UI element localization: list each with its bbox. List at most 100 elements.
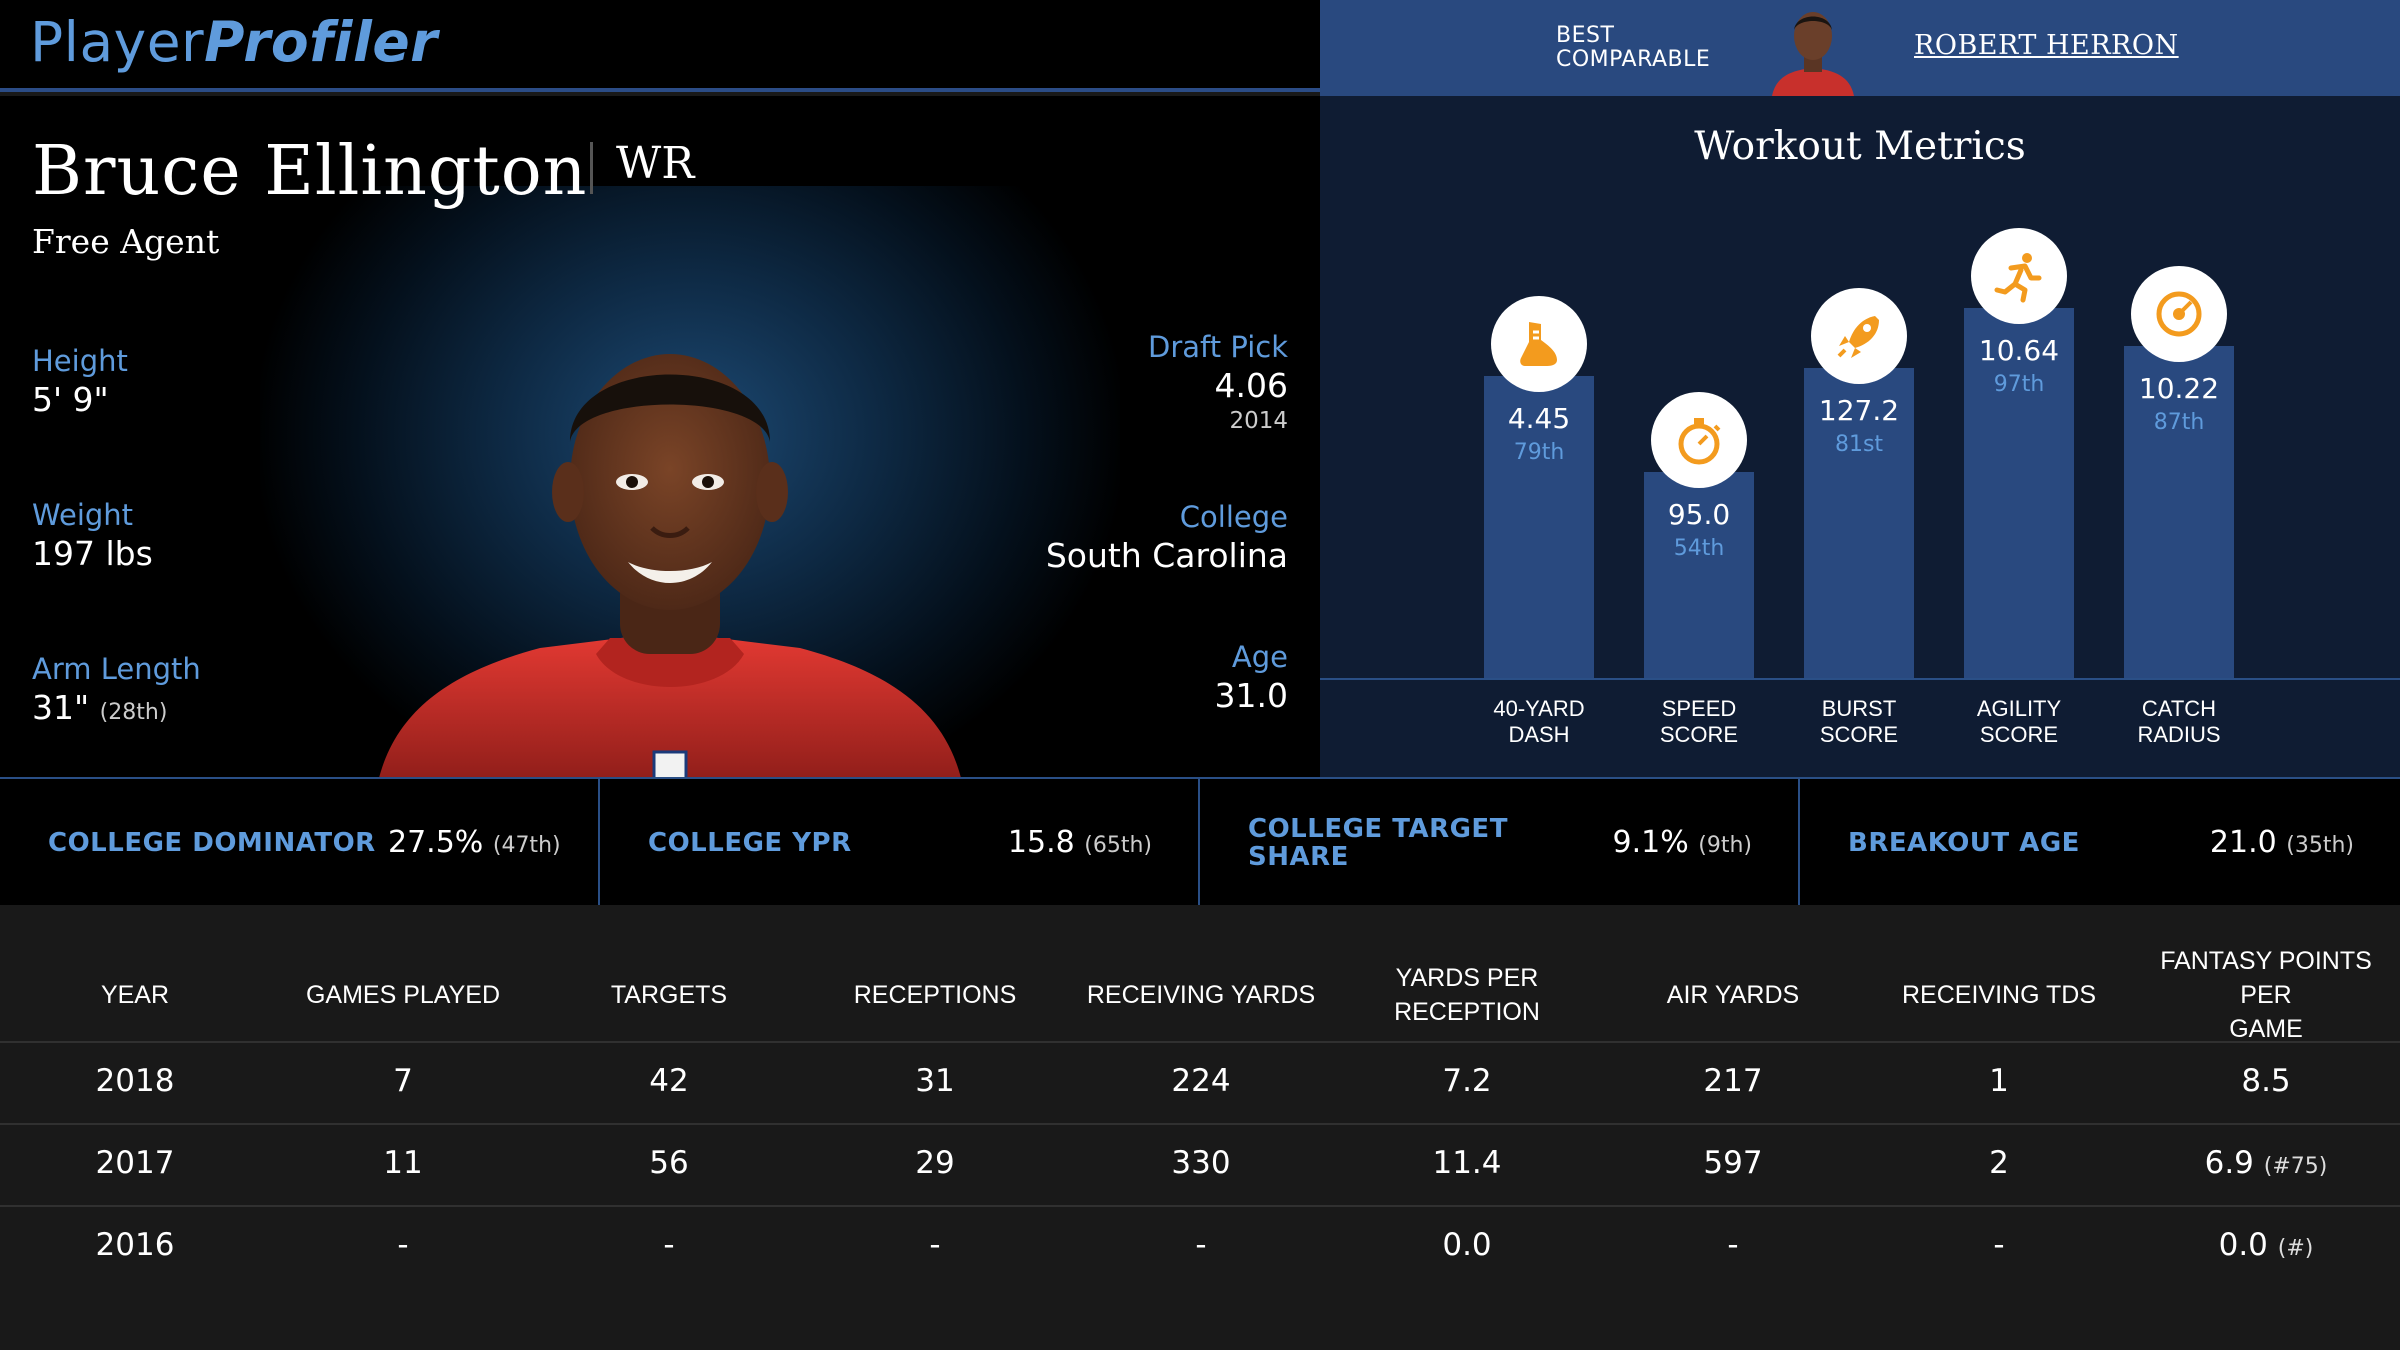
bar-40-yard-dash[interactable]: [1484, 376, 1594, 678]
cell-tds: -: [1993, 1227, 2005, 1263]
stopwatch-icon: [1651, 392, 1747, 488]
bar-label: CATCH RADIUS: [2137, 696, 2221, 747]
player-profile-panel: Bruce Ellington WR Free Agent Height 5' …: [0, 96, 1320, 777]
best-comparable-label: BEST COMPARABLE: [1556, 23, 1711, 72]
cell-games: -: [397, 1227, 409, 1263]
college-value: South Carolina: [1045, 536, 1288, 575]
name-divider: [590, 142, 593, 194]
height-label: Height: [32, 344, 128, 378]
column-header-fantasy-ppg[interactable]: FANTASY POINTS PER GAME: [2160, 947, 2372, 1043]
draft-pick-value: 4.06: [1214, 366, 1288, 405]
cell-targets: 56: [649, 1145, 689, 1181]
arm-length-label: Arm Length: [32, 652, 201, 686]
college-ypr-cell: COLLEGE YPR 15.8 (65th): [600, 779, 1200, 907]
running-shoe-icon: [1491, 296, 1587, 392]
bar-value: 127.2: [1818, 394, 1900, 427]
comparable-player-link[interactable]: ROBERT HERRON: [1914, 30, 2179, 61]
header-bar: PlayerProfiler: [0, 0, 1320, 92]
college-label: College: [1179, 500, 1288, 534]
runner-icon: [1971, 228, 2067, 324]
bar-percentile: 79th: [1513, 440, 1565, 465]
stat-value: 15.8 (65th): [1007, 825, 1152, 860]
column-header-ypr[interactable]: YARDS PER RECEPTION: [1394, 964, 1540, 1026]
stat-label: BREAKOUT AGE: [1848, 828, 2080, 858]
stat-label: COLLEGE TARGET SHARE: [1248, 814, 1508, 872]
bar-percentile: 81st: [1834, 432, 1884, 457]
cell-receptions: 31: [915, 1063, 955, 1099]
player-name: Bruce Ellington: [32, 132, 588, 211]
cell-ypr: 0.0: [1442, 1227, 1492, 1263]
stat-value: 21.0 (35th): [2209, 825, 2354, 860]
weight-value: 197 lbs: [32, 534, 153, 573]
bar-agility-score[interactable]: [1964, 308, 2074, 678]
bar-value: 10.64: [1978, 334, 2060, 367]
cell-air-yards: 597: [1703, 1145, 1763, 1181]
cell-fantasy-ppg: 6.9 (#75): [2204, 1145, 2328, 1181]
cell-games: 11: [383, 1145, 423, 1181]
bar-value: 4.45: [1507, 402, 1571, 435]
column-header-air-yards[interactable]: AIR YARDS: [1666, 981, 1800, 1009]
bar-label: SPEED SCORE: [1659, 696, 1739, 747]
stat-label: COLLEGE DOMINATOR: [48, 828, 376, 858]
arm-length-value: 31" (28th): [32, 688, 168, 727]
row-divider: [0, 1205, 2400, 1207]
college-dominator-cell: COLLEGE DOMINATOR 27.5% (47th): [0, 779, 600, 907]
row-divider: [0, 1123, 2400, 1125]
column-header-games[interactable]: GAMES PLAYED: [305, 981, 501, 1009]
breakout-age-cell: BREAKOUT AGE 21.0 (35th): [1800, 779, 2400, 907]
cell-targets: -: [663, 1227, 675, 1263]
target-icon: [2131, 266, 2227, 362]
bar-burst-score[interactable]: [1804, 368, 1914, 678]
age-value: 31.0: [1214, 676, 1288, 715]
cell-ypr: 11.4: [1432, 1145, 1502, 1181]
cell-fantasy-ppg: 8.5: [2241, 1063, 2291, 1099]
row-divider: [0, 1041, 2400, 1043]
bar-speed-score[interactable]: [1644, 472, 1754, 678]
cell-year: 2017: [95, 1145, 175, 1181]
cell-year: 2016: [95, 1227, 175, 1263]
cell-year: 2018: [95, 1063, 175, 1099]
player-position: WR: [616, 138, 695, 189]
player-headshot: [370, 332, 970, 777]
cell-targets: 42: [649, 1063, 689, 1099]
age-label: Age: [1231, 640, 1288, 674]
weight-label: Weight: [32, 498, 134, 532]
column-header-year[interactable]: YEAR: [100, 981, 170, 1009]
season-stats-table: YEAR GAMES PLAYED TARGETS RECEPTIONS REC…: [0, 905, 2400, 1350]
college-stats-strip: COLLEGE DOMINATOR 27.5% (47th) COLLEGE Y…: [0, 777, 2400, 907]
cell-yards: 224: [1171, 1063, 1231, 1099]
cell-fantasy-ppg: 0.0 (#): [2218, 1227, 2314, 1263]
bar-label: 40-YARD DASH: [1493, 696, 1585, 747]
cell-ypr: 7.2: [1442, 1063, 1492, 1099]
draft-year: 2014: [1229, 408, 1288, 434]
bar-label: BURST SCORE: [1819, 696, 1899, 747]
cell-yards: 330: [1171, 1145, 1231, 1181]
cell-air-yards: -: [1727, 1227, 1739, 1263]
height-value: 5' 9": [32, 380, 109, 419]
column-header-receiving-tds[interactable]: RECEIVING TDS: [1901, 981, 2097, 1009]
stat-label: COLLEGE YPR: [648, 828, 852, 858]
column-header-targets[interactable]: TARGETS: [610, 981, 728, 1009]
cell-yards: -: [1195, 1227, 1207, 1263]
cell-tds: 2: [1989, 1145, 2009, 1181]
bar-catch-radius[interactable]: [2124, 346, 2234, 678]
chart-baseline: [1320, 678, 2400, 680]
cell-receptions: -: [929, 1227, 941, 1263]
bar-value: 95.0: [1667, 498, 1731, 531]
player-team: Free Agent: [32, 222, 220, 261]
bar-percentile: 87th: [2153, 410, 2205, 435]
bar-value: 10.22: [2138, 372, 2220, 405]
stat-value: 9.1% (9th): [1612, 825, 1753, 860]
column-header-receptions[interactable]: RECEPTIONS: [853, 981, 1017, 1009]
college-target-share-cell: COLLEGE TARGET SHARE 9.1% (9th): [1200, 779, 1800, 907]
rocket-icon: [1811, 288, 1907, 384]
site-logo[interactable]: PlayerProfiler: [30, 10, 438, 74]
bar-label: AGILITY SCORE: [1976, 696, 2062, 747]
bar-percentile: 54th: [1673, 536, 1725, 561]
cell-air-yards: 217: [1703, 1063, 1763, 1099]
bar-percentile: 97th: [1993, 372, 2045, 397]
comparable-avatar: [1768, 0, 1858, 96]
cell-tds: 1: [1989, 1063, 2009, 1099]
column-header-receiving-yards[interactable]: RECEIVING YARDS: [1086, 981, 1316, 1009]
stat-value: 27.5% (47th): [388, 825, 561, 860]
